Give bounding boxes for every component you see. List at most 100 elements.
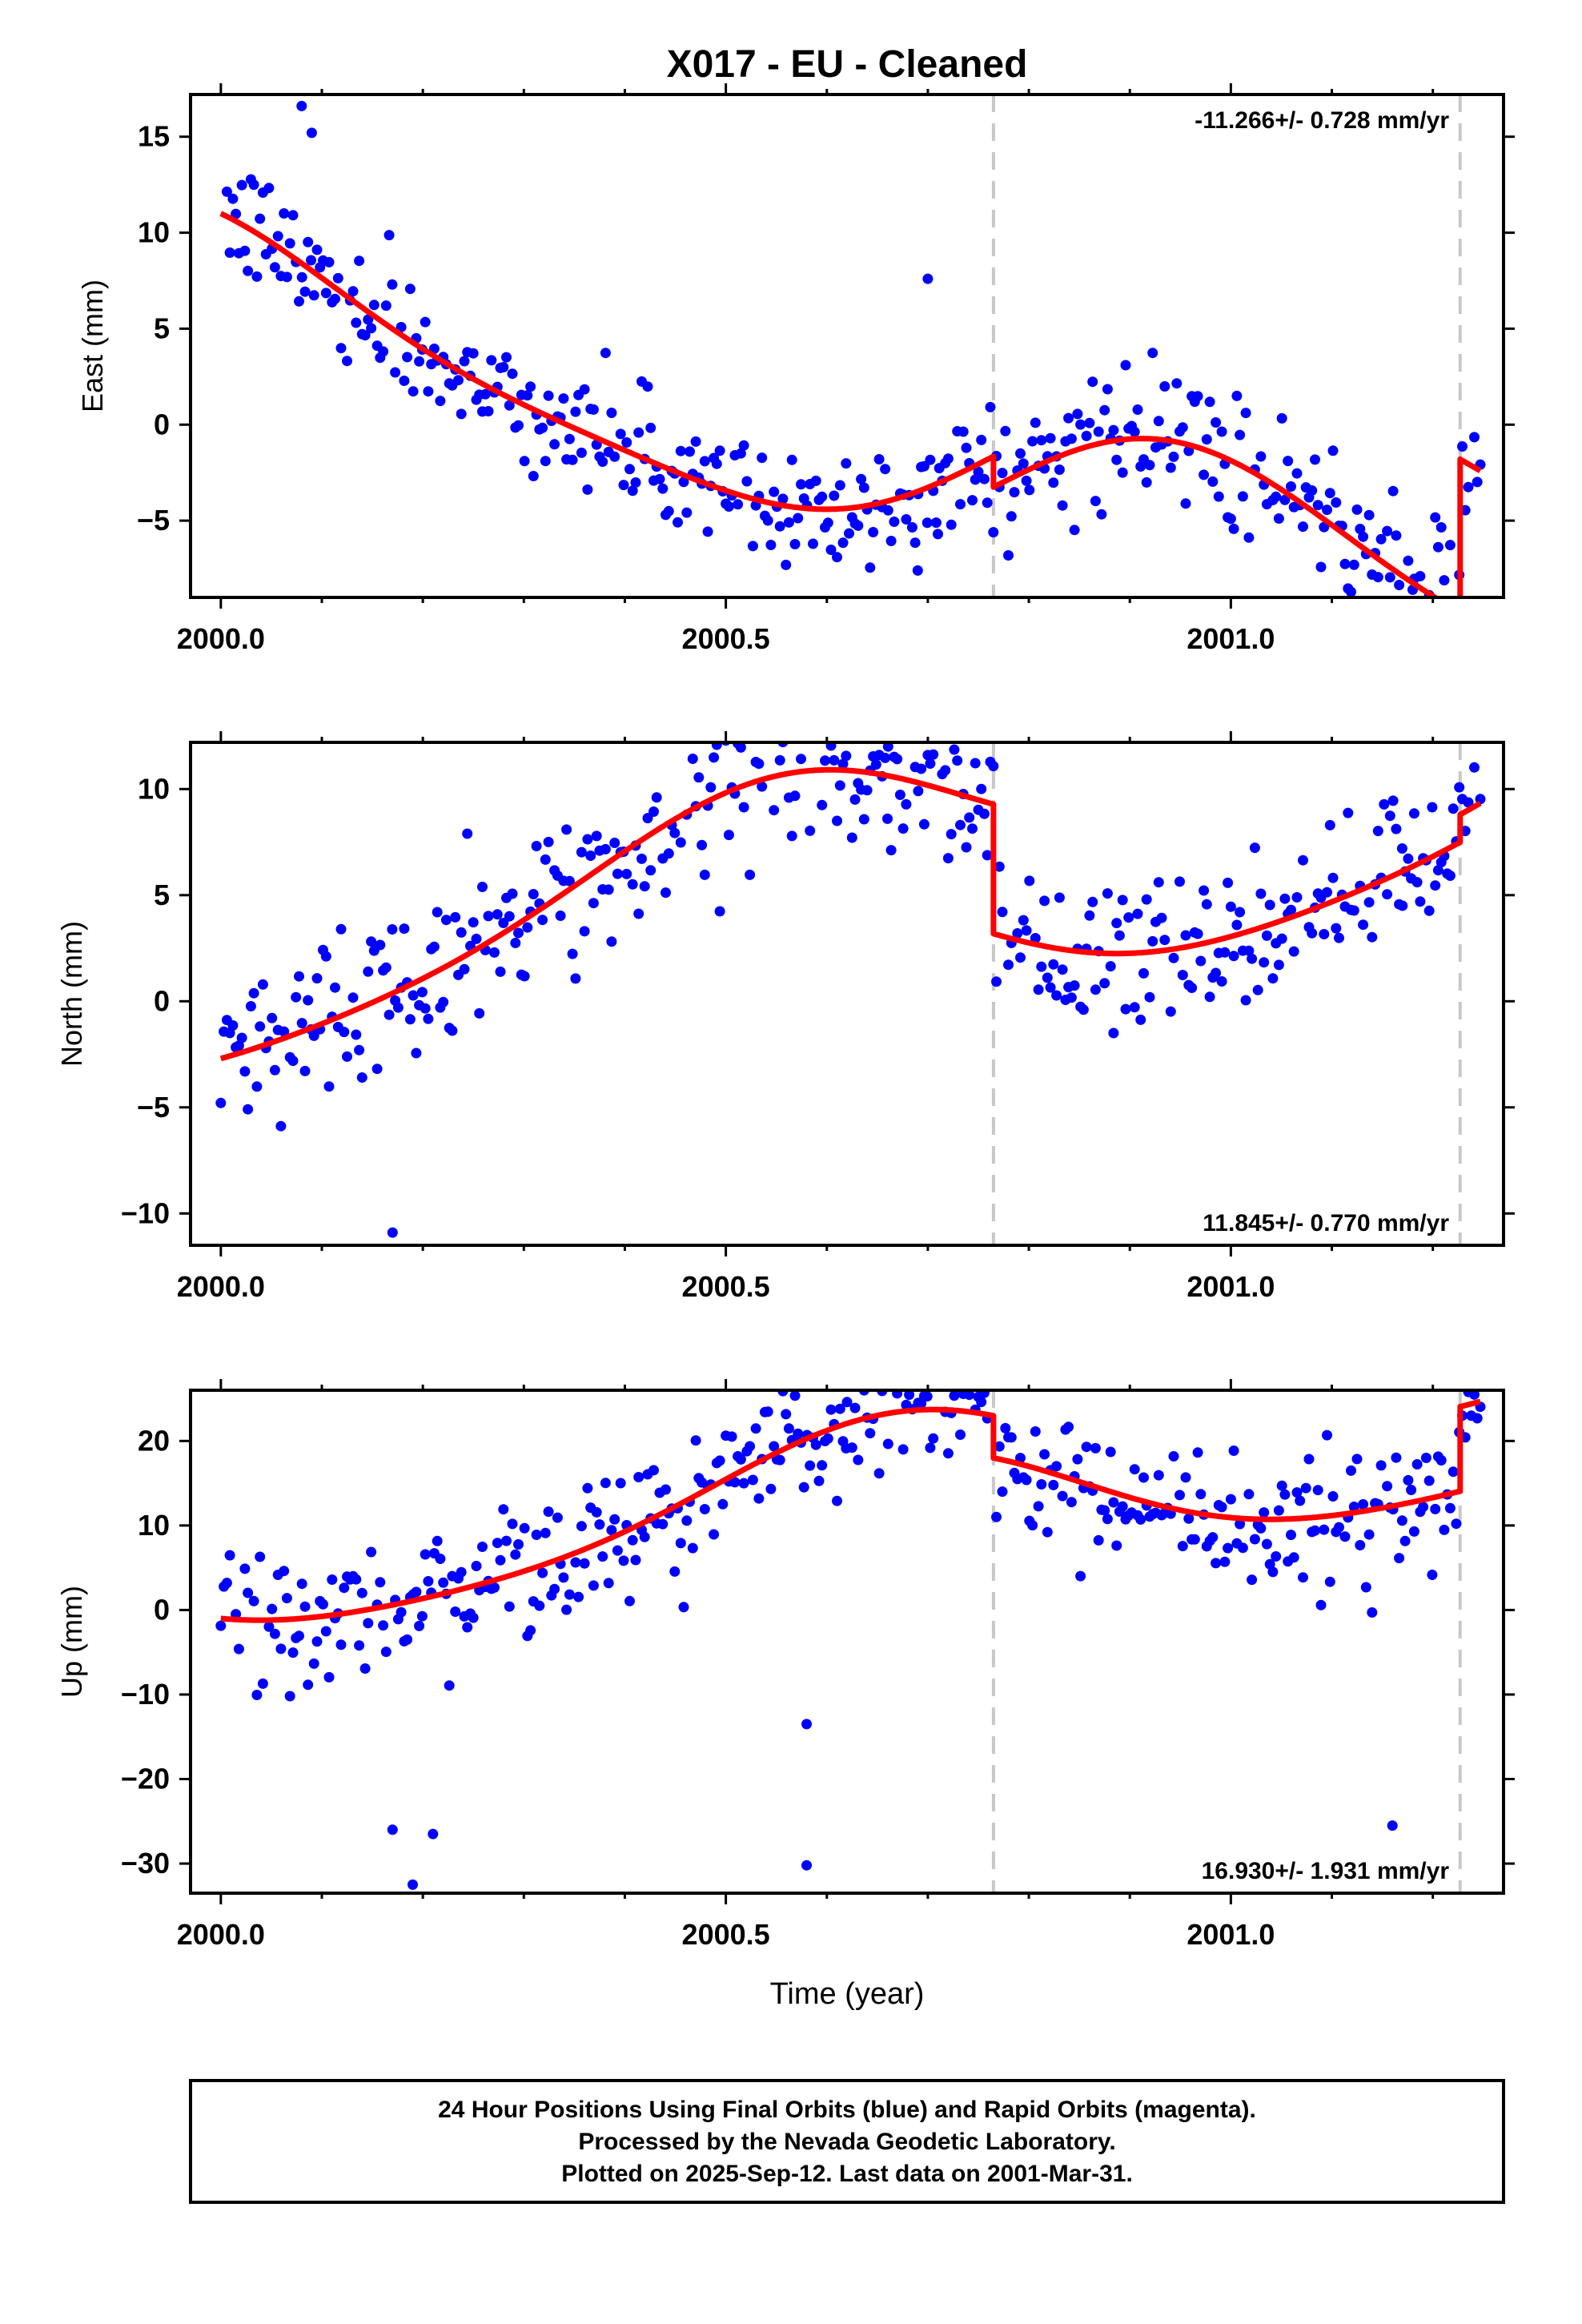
data-point	[922, 722, 933, 732]
data-point	[366, 323, 377, 334]
data-point	[498, 1504, 509, 1515]
data-point	[1400, 605, 1411, 615]
data-point	[624, 464, 635, 475]
data-point	[882, 1438, 893, 1449]
data-point	[335, 1639, 347, 1651]
data-point	[1211, 417, 1222, 428]
data-point	[468, 348, 479, 359]
data-point	[1033, 1501, 1044, 1512]
data-point	[837, 537, 849, 549]
data-point	[988, 527, 999, 538]
data-point	[1310, 454, 1320, 465]
data-point	[435, 396, 446, 407]
data-point	[630, 1554, 641, 1566]
data-point	[1240, 408, 1251, 419]
up-y-tick-label: −30	[121, 1847, 170, 1880]
data-point	[342, 1051, 352, 1062]
data-point	[774, 521, 785, 532]
data-point	[786, 454, 797, 465]
data-point	[513, 420, 524, 431]
data-point	[1003, 959, 1014, 971]
data-point	[1394, 1553, 1405, 1564]
data-point	[552, 1512, 563, 1523]
data-point	[510, 938, 521, 948]
data-point	[1183, 1513, 1195, 1524]
data-point	[1375, 533, 1387, 545]
data-point	[769, 486, 780, 497]
data-point	[1168, 1451, 1179, 1462]
data-point	[679, 713, 689, 723]
data-point	[1141, 476, 1152, 488]
data-point	[661, 1484, 671, 1495]
data-point	[810, 475, 821, 486]
data-point	[504, 400, 515, 411]
data-point	[834, 1403, 845, 1414]
data-point	[1358, 919, 1369, 931]
data-point	[991, 1511, 1002, 1522]
data-point	[351, 1029, 362, 1040]
data-point	[970, 758, 981, 769]
data-point	[636, 853, 647, 864]
data-point	[1391, 823, 1402, 834]
data-point	[540, 456, 551, 467]
data-point	[829, 490, 840, 501]
data-point	[588, 1580, 599, 1591]
data-point	[1066, 433, 1077, 444]
data-point	[245, 1001, 256, 1011]
data-point	[311, 973, 323, 984]
data-point	[714, 906, 725, 917]
data-point	[661, 887, 671, 899]
data-point	[1408, 1526, 1419, 1537]
east-y-tick-label: −5	[137, 504, 170, 537]
data-point	[1012, 928, 1023, 939]
data-point	[789, 1390, 801, 1401]
data-point	[765, 540, 777, 550]
data-point	[323, 1081, 335, 1092]
data-point	[420, 1003, 431, 1014]
data-point	[639, 1531, 650, 1542]
data-point	[1427, 802, 1438, 813]
data-point	[387, 924, 398, 935]
data-point	[991, 976, 1002, 987]
data-point	[243, 1104, 254, 1115]
data-point	[576, 1521, 587, 1532]
data-point	[783, 517, 794, 528]
data-point	[702, 526, 713, 537]
data-point	[817, 1460, 828, 1471]
data-point	[483, 911, 494, 922]
data-point	[1180, 498, 1191, 509]
data-point	[363, 1618, 374, 1629]
data-point	[255, 1021, 266, 1032]
data-point	[1168, 451, 1179, 462]
data-point	[1420, 1453, 1431, 1463]
data-point	[1021, 1474, 1032, 1486]
data-point	[366, 1546, 377, 1558]
data-point	[1469, 762, 1480, 773]
data-point	[1090, 984, 1101, 995]
data-point	[1135, 1014, 1146, 1025]
data-point	[1132, 404, 1143, 415]
data-point	[858, 482, 869, 493]
data-point	[564, 1589, 575, 1600]
data-point	[522, 390, 533, 401]
data-point	[1201, 899, 1212, 910]
data-point	[1276, 412, 1287, 424]
data-point	[236, 179, 247, 191]
data-point	[985, 401, 996, 412]
data-point	[973, 466, 984, 477]
data-point	[311, 1636, 323, 1647]
data-point	[825, 545, 837, 555]
data-point	[645, 865, 656, 876]
data-point	[1228, 951, 1239, 962]
data-point	[897, 1444, 909, 1455]
data-point	[396, 1606, 407, 1618]
data-point	[979, 473, 990, 485]
data-point	[462, 1622, 473, 1633]
data-point	[1228, 523, 1239, 534]
up-panel: 2000.0 2000.5 2001.0 20 10 0 −10 −20 −30 Up (mm) 1…	[55, 1379, 1515, 1951]
data-point	[1375, 1460, 1387, 1471]
data-point	[1111, 918, 1122, 929]
data-point	[1093, 1534, 1104, 1546]
east-y-tick-label: 0	[154, 408, 170, 440]
data-point	[267, 1012, 278, 1023]
